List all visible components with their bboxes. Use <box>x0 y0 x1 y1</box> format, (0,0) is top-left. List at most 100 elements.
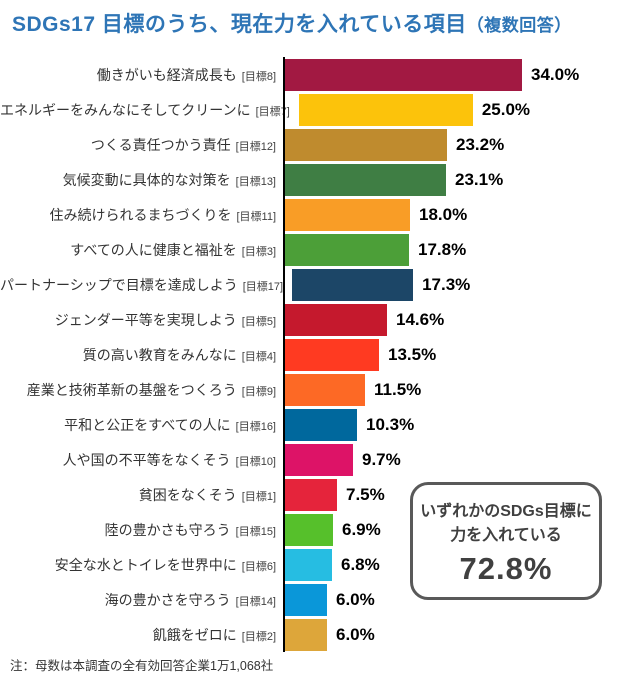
value-label: 14.6% <box>396 309 445 329</box>
category-label: 陸の豊かさも守ろう <box>104 521 231 538</box>
category-label: すべての人に健康と福祉を <box>70 241 237 258</box>
category-label-cell: 安全な水とトイレを世界中に [目標6] <box>0 555 283 575</box>
value-label: 6.0% <box>336 589 375 609</box>
chart-row: 気候変動に具体的な対策を [目標13] 23.1% <box>0 162 623 197</box>
chart-row: 住み続けられるまちづくりを [目標11] 18.0% <box>0 197 623 232</box>
goal-tag: [目標13] <box>235 175 276 188</box>
value-label: 11.5% <box>374 379 422 399</box>
chart-title-main: SDGs17 目標のうち、現在力を入れている項目 <box>12 13 467 36</box>
goal-tag: [目標9] <box>241 385 276 398</box>
category-label-cell: ジェンダー平等を実現しよう [目標5] <box>0 310 283 330</box>
category-label: 人や国の不平等をなくそう <box>62 451 231 468</box>
chart-row: 陸の豊かさも守ろう [目標15] 6.9% <box>0 512 623 547</box>
chart-title: SDGs17 目標のうち、現在力を入れている項目（複数回答） <box>12 8 572 38</box>
bar <box>285 513 333 546</box>
bar <box>285 338 379 371</box>
bar-cell: 17.3% <box>290 267 623 302</box>
goal-tag: [目標6] <box>241 560 276 573</box>
category-label-cell: 産業と技術革新の基盤をつくろう [目標9] <box>0 380 283 400</box>
category-label-cell: 人や国の不平等をなくそう [目標10] <box>0 450 283 470</box>
bar <box>285 128 447 161</box>
y-axis-line <box>283 57 285 652</box>
bar <box>285 583 327 616</box>
chart-row: パートナーシップで目標を達成しよう [目標17] 17.3% <box>0 267 623 302</box>
value-label: 34.0% <box>531 64 580 84</box>
category-label-cell: エネルギーをみんなにそしてクリーンに [目標7] <box>0 100 297 120</box>
category-label-cell: パートナーシップで目標を達成しよう [目標17] <box>0 275 290 295</box>
bar <box>285 548 332 581</box>
chart-row: 貧困をなくそう [目標1] 7.5% <box>0 477 623 512</box>
bar <box>285 233 409 266</box>
value-label: 6.8% <box>341 554 380 574</box>
chart-row: 人や国の不平等をなくそう [目標10] 9.7% <box>0 442 623 477</box>
callout-text-line2: 力を入れている <box>450 527 562 544</box>
value-label: 6.9% <box>342 519 381 539</box>
chart-row: 飢餓をゼロに [目標2] 6.0% <box>0 617 623 652</box>
category-label: 海の豊かさを守ろう <box>104 591 231 608</box>
bar-cell: 9.7% <box>283 442 623 477</box>
goal-tag: [目標2] <box>241 630 276 643</box>
callout-box: いずれかのSDGs目標に 力を入れている 72.8% <box>410 482 602 600</box>
bar-cell: 25.0% <box>297 92 623 127</box>
category-label: 産業と技術革新の基盤をつくろう <box>26 381 237 398</box>
category-label: 気候変動に具体的な対策を <box>62 171 231 188</box>
goal-tag: [目標4] <box>241 350 276 363</box>
bar <box>285 58 522 91</box>
category-label: エネルギーをみんなにそしてクリーンに <box>0 101 251 118</box>
bar-cell: 34.0% <box>283 57 623 92</box>
footnote: 注：母数は本調査の全有効回答企業1万1,068社 <box>10 659 274 673</box>
bar-cell: 11.5% <box>283 372 623 407</box>
category-label-cell: 平和と公正をすべての人に [目標16] <box>0 415 283 435</box>
bar-cell: 23.1% <box>283 162 623 197</box>
bar-cell: 17.8% <box>283 232 623 267</box>
category-label-cell: 働きがいも経済成長も [目標8] <box>0 65 283 85</box>
category-label: 安全な水とトイレを世界中に <box>54 556 237 573</box>
chart-row: 平和と公正をすべての人に [目標16] 10.3% <box>0 407 623 442</box>
category-label-cell: 海の豊かさを守ろう [目標14] <box>0 590 283 610</box>
chart-row: 質の高い教育をみんなに [目標4] 13.5% <box>0 337 623 372</box>
value-label: 23.2% <box>456 134 505 154</box>
category-label-cell: 住み続けられるまちづくりを [目標11] <box>0 205 283 225</box>
bar-cell: 6.9% <box>283 512 623 547</box>
value-label: 17.8% <box>418 239 467 259</box>
goal-tag: [目標8] <box>241 70 276 83</box>
bar <box>292 268 414 301</box>
bar-cell: 23.2% <box>283 127 623 162</box>
value-label: 10.3% <box>366 414 415 434</box>
bar <box>285 303 387 336</box>
chart-row: 安全な水とトイレを世界中に [目標6] 6.8% <box>0 547 623 582</box>
bar <box>285 163 446 196</box>
bar-cell: 18.0% <box>283 197 623 232</box>
bar <box>298 93 473 126</box>
category-label-cell: 貧困をなくそう [目標1] <box>0 485 283 505</box>
category-label: 働きがいも経済成長も <box>96 66 237 83</box>
value-label: 23.1% <box>455 169 504 189</box>
goal-tag: [目標5] <box>241 315 276 328</box>
bar-cell: 14.6% <box>283 302 623 337</box>
bar <box>285 443 353 476</box>
chart-rows: 働きがいも経済成長も [目標8] 34.0% エネルギーをみんなにそしてクリーンに [目… <box>0 57 623 652</box>
category-label: 貧困をなくそう <box>138 486 237 503</box>
category-label: 飢餓をゼロに <box>152 626 237 643</box>
category-label-cell: すべての人に健康と福祉を [目標3] <box>0 240 283 260</box>
goal-tag: [目標12] <box>235 140 276 153</box>
chart-row: ジェンダー平等を実現しよう [目標5] 14.6% <box>0 302 623 337</box>
category-label-cell: つくる責任つかう責任 [目標12] <box>0 135 283 155</box>
chart-row: 働きがいも経済成長も [目標8] 34.0% <box>0 57 623 92</box>
bar <box>285 478 337 511</box>
category-label-cell: 気候変動に具体的な対策を [目標13] <box>0 170 283 190</box>
value-label: 25.0% <box>481 99 531 119</box>
value-label: 13.5% <box>388 344 437 364</box>
category-label-cell: 飢餓をゼロに [目標2] <box>0 625 283 645</box>
chart-title-suffix: （複数回答） <box>466 16 572 35</box>
category-label: つくる責任つかう責任 <box>90 136 231 153</box>
category-label: 平和と公正をすべての人に <box>64 416 231 433</box>
goal-tag: [目標15] <box>235 525 276 538</box>
goal-tag: [目標14] <box>235 595 276 608</box>
bar-cell: 10.3% <box>283 407 623 442</box>
goal-tag: [目標7] <box>255 105 290 118</box>
value-label: 17.3% <box>422 274 471 294</box>
category-label-cell: 質の高い教育をみんなに [目標4] <box>0 345 283 365</box>
goal-tag: [目標10] <box>235 455 276 468</box>
